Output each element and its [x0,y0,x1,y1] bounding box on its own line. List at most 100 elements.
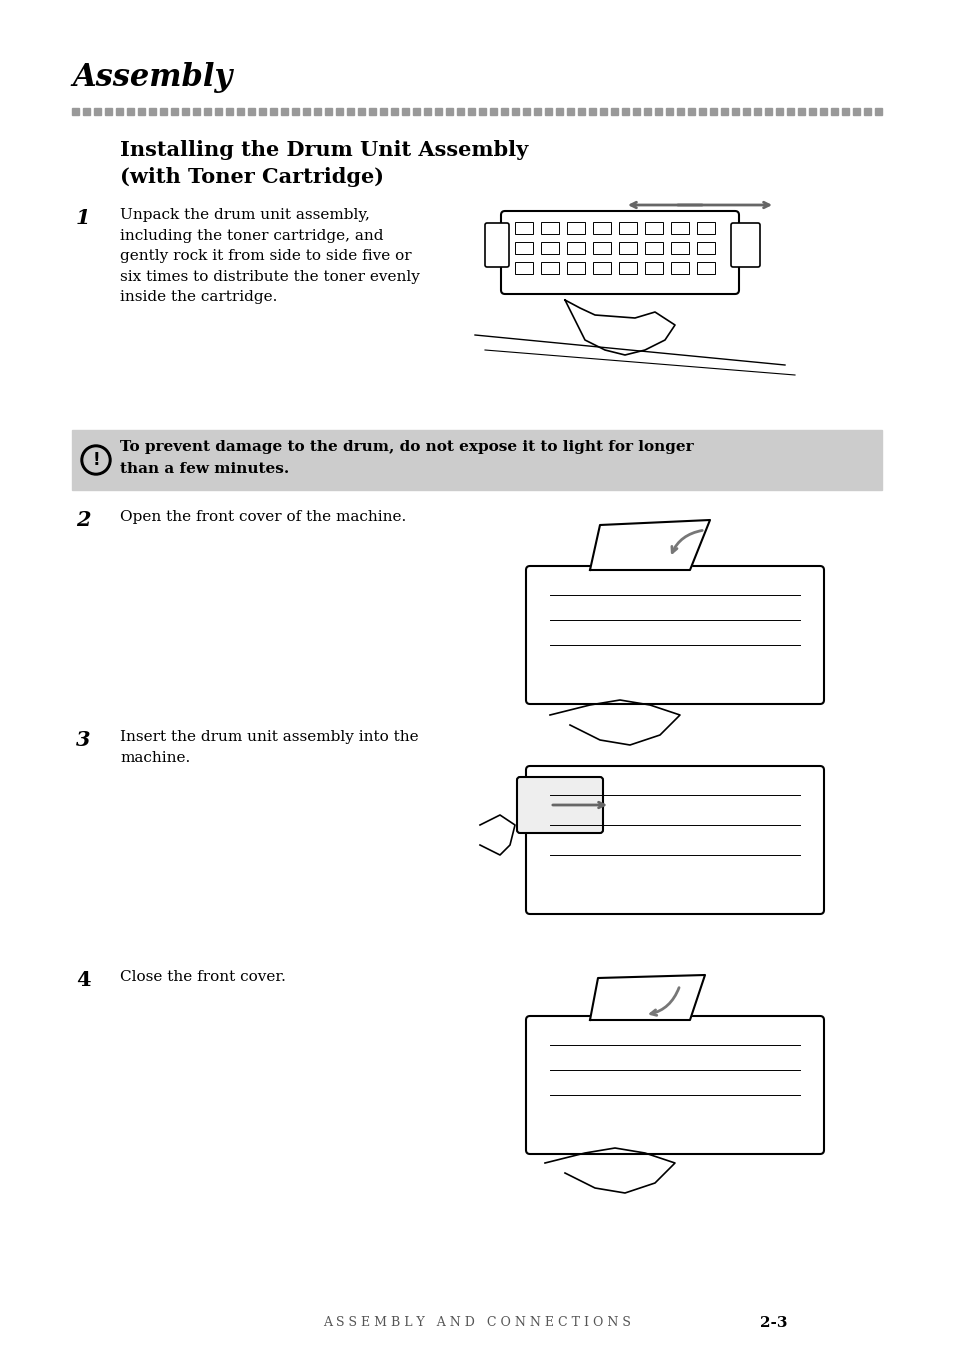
Bar [610,108,618,115]
Bar [618,222,637,234]
FancyBboxPatch shape [517,777,602,833]
Bar [94,108,101,115]
Bar [540,222,558,234]
Bar [515,242,533,254]
Bar [515,262,533,274]
Bar [127,108,133,115]
Polygon shape [479,815,515,854]
Text: A S S E M B L Y   A N D   C O N N E C T I O N S: A S S E M B L Y A N D C O N N E C T I O … [323,1317,630,1329]
Bar [490,108,497,115]
Bar [423,108,431,115]
Bar [633,108,639,115]
Bar [655,108,661,115]
Text: !: ! [92,452,100,469]
Text: Assembly: Assembly [71,62,232,93]
Bar [677,108,683,115]
Text: 2: 2 [76,510,91,530]
Bar [435,108,441,115]
Bar [665,108,672,115]
Circle shape [81,445,111,475]
Bar [534,108,540,115]
Bar [71,108,79,115]
Bar [643,108,650,115]
Polygon shape [589,521,709,571]
Bar [314,108,320,115]
Bar [281,108,288,115]
Bar [874,108,882,115]
Bar [697,262,714,274]
Bar [566,242,584,254]
Bar [171,108,178,115]
Bar [753,108,760,115]
Text: Open the front cover of the machine.: Open the front cover of the machine. [120,510,406,525]
Bar [226,108,233,115]
Bar [709,108,717,115]
Bar [335,108,343,115]
Bar [182,108,189,115]
Bar [446,108,453,115]
Bar [593,242,610,254]
FancyBboxPatch shape [730,223,760,266]
Bar [258,108,266,115]
FancyBboxPatch shape [500,211,739,293]
Bar [149,108,156,115]
Bar [786,108,793,115]
Bar [544,108,552,115]
Bar [699,108,705,115]
Bar [670,222,688,234]
Text: than a few minutes.: than a few minutes. [120,462,289,476]
Bar [644,242,662,254]
Bar [413,108,419,115]
Bar [697,242,714,254]
Bar [852,108,859,115]
Bar [468,108,475,115]
Bar [742,108,749,115]
Bar [670,242,688,254]
Text: Insert the drum unit assembly into the
machine.: Insert the drum unit assembly into the m… [120,730,418,765]
Polygon shape [564,300,675,356]
Bar [71,430,882,489]
FancyBboxPatch shape [525,767,823,914]
Bar [540,262,558,274]
Bar [556,108,562,115]
Bar [644,222,662,234]
Bar [618,242,637,254]
Bar [618,262,637,274]
Bar [566,262,584,274]
Text: Installing the Drum Unit Assembly: Installing the Drum Unit Assembly [120,141,528,160]
Bar [512,108,518,115]
Bar [697,222,714,234]
Bar [214,108,222,115]
Bar [369,108,375,115]
Bar [270,108,276,115]
Bar [731,108,739,115]
Bar [236,108,244,115]
Bar [138,108,145,115]
Bar [357,108,365,115]
Bar [379,108,387,115]
Bar [764,108,771,115]
Bar [456,108,463,115]
Bar [540,242,558,254]
Bar [599,108,606,115]
Bar [160,108,167,115]
Text: 3: 3 [76,730,91,750]
FancyBboxPatch shape [525,1015,823,1155]
Text: Close the front cover.: Close the front cover. [120,969,286,984]
Bar [644,262,662,274]
Bar [401,108,409,115]
Bar [325,108,332,115]
Bar [578,108,584,115]
FancyBboxPatch shape [484,223,509,266]
Bar [347,108,354,115]
Bar [204,108,211,115]
Bar [116,108,123,115]
Bar [391,108,397,115]
Bar [522,108,530,115]
Bar [566,222,584,234]
Bar [841,108,848,115]
Polygon shape [589,975,704,1019]
Bar [303,108,310,115]
Bar [808,108,815,115]
Text: To prevent damage to the drum, do not expose it to light for longer: To prevent damage to the drum, do not ex… [120,439,693,454]
